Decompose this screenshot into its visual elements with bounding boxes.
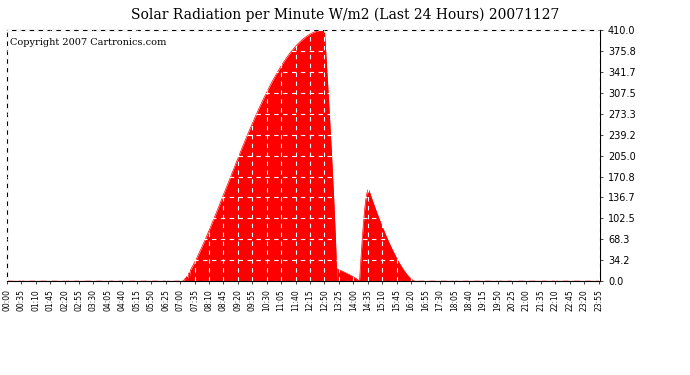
Text: Copyright 2007 Cartronics.com: Copyright 2007 Cartronics.com	[10, 38, 166, 46]
Text: Solar Radiation per Minute W/m2 (Last 24 Hours) 20071127: Solar Radiation per Minute W/m2 (Last 24…	[131, 8, 559, 22]
